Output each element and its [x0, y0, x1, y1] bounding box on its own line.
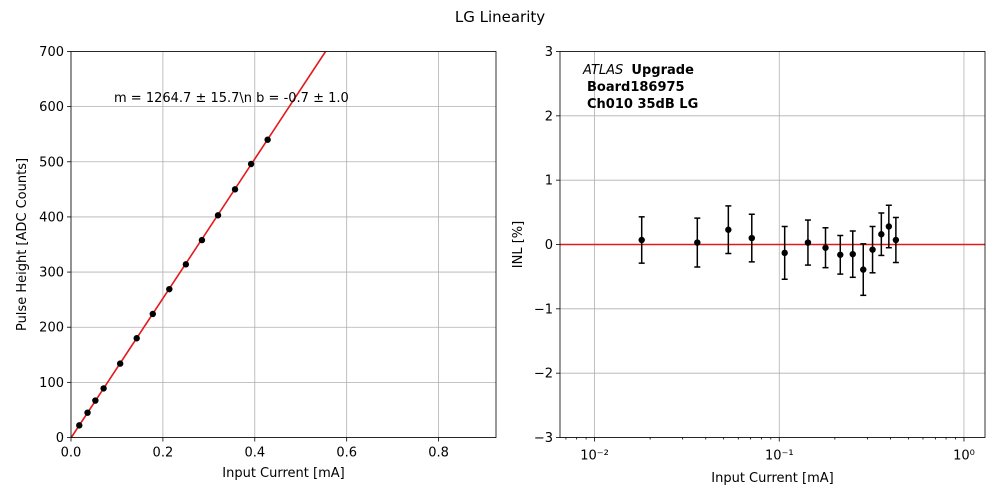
left-axis-ticks: 0.0 0.2 0.4 0.6 0.8 0 100 200 300 400 500 600 700	[39, 45, 449, 461]
left-data-point	[264, 136, 271, 143]
left-y-tick-label: 700	[39, 45, 64, 60]
right-axis-ticks: 10⁻² 10⁻¹ 10⁰ −3 −2 −1 0 1 2 3	[534, 45, 975, 464]
left-x-tick-label: 0.6	[336, 446, 357, 461]
right-data-point	[638, 236, 645, 244]
left-fit-line-group	[70, 51, 327, 438]
right-y-tick-label: −2	[534, 367, 553, 382]
left-data-point	[198, 236, 206, 244]
right-data-point	[781, 249, 788, 257]
left-gridlines	[70, 51, 496, 438]
right-annotation-line1: ATLAS Upgrade	[582, 63, 694, 78]
left-axes-frame	[70, 51, 497, 438]
left-data-point	[231, 186, 239, 193]
left-y-tick-label: 300	[39, 266, 64, 281]
right-y-tick-label: 1	[545, 174, 553, 189]
left-y-tick-label: 500	[39, 155, 64, 170]
left-fit-line	[70, 51, 327, 438]
right-data-point	[860, 266, 867, 273]
right-y-tick-label: 3	[545, 45, 553, 60]
right-x-tick-label: 10⁰	[953, 449, 975, 464]
left-x-tick-label: 0.0	[61, 446, 82, 461]
right-data-point	[878, 231, 885, 238]
atlas-label: ATLAS	[582, 63, 623, 78]
right-data-point	[694, 239, 701, 246]
left-x-axis-label: Input Current [mA]	[222, 466, 344, 481]
right-x-axis-label: Input Current [mA]	[711, 471, 833, 486]
left-data-point	[133, 335, 140, 342]
left-x-tick-label: 0.8	[428, 446, 449, 461]
left-data-point	[92, 397, 99, 404]
right-y-tick-label: 0	[545, 238, 553, 253]
right-annotation-channel: Ch010 35dB LG	[587, 97, 698, 112]
upgrade-label: Upgrade	[631, 63, 694, 78]
left-data-point	[247, 160, 255, 168]
left-chart-panel: 0.0 0.2 0.4 0.6 0.8 0 100 200 300 400 500 600 700 m …	[15, 45, 497, 481]
figure-title: LG Linearity	[455, 8, 545, 26]
right-data-point	[837, 251, 844, 258]
right-chart-panel: 10⁻² 10⁻¹ 10⁰ −3 −2 −1 0 1 2 3 ATLAS Upgrade Boar…	[511, 45, 986, 486]
right-x-tick-label: 10⁻¹	[765, 449, 794, 464]
right-data-points	[638, 204, 900, 297]
right-data-point	[725, 226, 732, 233]
left-y-tick-label: 0	[56, 431, 64, 446]
left-data-point	[100, 385, 107, 392]
right-data-point	[748, 234, 755, 242]
left-data-points	[76, 136, 271, 429]
left-data-point	[166, 285, 173, 293]
left-data-point	[149, 310, 156, 318]
left-data-point	[182, 261, 190, 268]
right-data-point	[822, 244, 829, 251]
right-y-tick-label: −1	[534, 302, 553, 317]
right-annotation-board: Board186975	[587, 80, 685, 95]
left-data-point	[116, 360, 124, 367]
right-data-point	[869, 246, 876, 253]
right-y-tick-label: 2	[545, 109, 553, 124]
left-y-tick-label: 100	[39, 376, 64, 391]
left-y-tick-label: 200	[39, 321, 64, 336]
right-data-point	[849, 250, 856, 258]
left-x-tick-label: 0.4	[244, 446, 265, 461]
right-data-point	[885, 223, 893, 230]
left-y-tick-label: 600	[39, 100, 64, 115]
right-data-point	[804, 239, 812, 246]
right-y-axis-label: INL [%]	[511, 221, 526, 268]
left-y-axis-label: Pulse Height [ADC Counts]	[15, 158, 30, 331]
left-fit-annotation: m = 1264.7 ± 15.7\n b = -0.7 ± 1.0	[114, 91, 349, 106]
right-data-point	[892, 236, 900, 244]
left-data-point	[76, 422, 83, 429]
left-data-point	[214, 212, 222, 219]
left-x-tick-label: 0.2	[153, 446, 174, 461]
right-y-tick-label: −3	[534, 431, 553, 446]
left-data-point	[84, 409, 91, 416]
right-x-tick-label: 10⁻²	[580, 449, 609, 464]
left-y-tick-label: 400	[39, 210, 64, 225]
